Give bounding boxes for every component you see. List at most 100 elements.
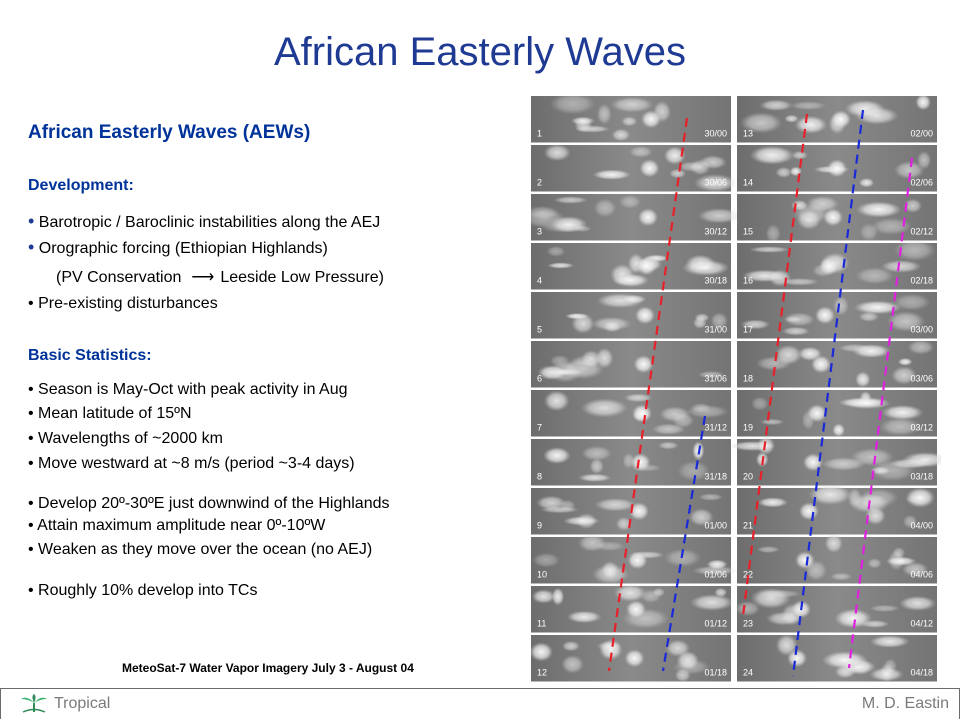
slide-subtitle: African Easterly Waves (AEWs) xyxy=(28,122,311,143)
cloud-blob xyxy=(853,300,902,315)
cloud-blob xyxy=(774,344,803,365)
cloud-blob xyxy=(543,390,570,412)
cloud-blob xyxy=(594,541,625,552)
pre-existing-text: Pre-existing disturbances xyxy=(38,295,218,312)
cloud-blob xyxy=(784,316,802,323)
cloud-blob xyxy=(689,594,734,611)
cloud-blob xyxy=(531,642,553,662)
list-item: • Orographic forcing (Ethiopian Highland… xyxy=(28,237,328,258)
cloud-blob xyxy=(883,658,897,675)
cloud-blob xyxy=(693,173,737,192)
convective-cloud xyxy=(823,208,843,227)
cloud-blob xyxy=(855,106,899,125)
convective-cloud xyxy=(629,502,649,521)
cloud-blob xyxy=(915,96,931,111)
wave-trough-line xyxy=(661,415,707,672)
panel-number: 11 xyxy=(537,619,546,629)
panel-time: 01/12 xyxy=(704,619,727,629)
cloud-blob xyxy=(860,620,890,628)
convective-cloud xyxy=(627,551,648,570)
bullet: • xyxy=(28,237,35,257)
cloud-blob xyxy=(596,103,612,125)
cloud-blob xyxy=(855,201,902,218)
cloud-blob xyxy=(651,423,686,435)
cloud-blob xyxy=(843,397,891,410)
statistics-item: • Develop 20º-30ºE just downwind of the … xyxy=(28,495,390,512)
cloud-blob xyxy=(869,635,910,648)
cloud-blob xyxy=(870,466,891,475)
cloud-blob xyxy=(618,194,641,209)
cloud-blob xyxy=(893,293,931,311)
cloud-blob xyxy=(749,246,790,253)
slide-title: African Easterly Waves xyxy=(274,30,686,74)
statistics-item: • Weaken as they move over the ocean (no… xyxy=(28,541,373,558)
cloud-blob xyxy=(870,459,916,482)
cloud-blob xyxy=(881,404,924,421)
footer-right-text: M. D. Eastin xyxy=(861,695,949,712)
cloud-blob xyxy=(628,145,653,158)
cloud-blob xyxy=(678,161,706,172)
convective-cloud xyxy=(831,110,851,129)
cloud-blob xyxy=(688,508,714,527)
cloud-blob xyxy=(548,361,582,383)
panel-number: 1 xyxy=(537,129,542,139)
cloud-blob xyxy=(757,497,789,508)
convective-cloud xyxy=(630,453,651,472)
cloud-blob xyxy=(561,640,580,652)
convective-cloud xyxy=(635,306,655,325)
cloud-blob xyxy=(789,101,827,111)
bullet: • xyxy=(28,211,35,231)
panel-number: 14 xyxy=(743,178,753,188)
panel-time: 03/18 xyxy=(910,472,933,482)
cloud-blob xyxy=(775,166,792,178)
convective-cloud xyxy=(819,257,839,276)
imagery-panel: 18 03/06 xyxy=(737,339,937,388)
cloud-blob xyxy=(578,473,612,482)
cloud-blob xyxy=(766,611,802,626)
cloud-blob xyxy=(657,441,679,450)
statistics-item: • Season is May-Oct with peak activity i… xyxy=(28,381,348,398)
cloud-blob xyxy=(677,460,710,482)
imagery-panel: 12 01/18 xyxy=(531,635,731,682)
cloud-blob xyxy=(699,155,727,170)
cloud-blob xyxy=(865,506,886,525)
panel-number: 6 xyxy=(537,374,542,384)
pv-right-text: Leeside Low Pressure) xyxy=(220,269,384,286)
panel-time: 01/00 xyxy=(704,521,727,531)
cloud-blob xyxy=(832,423,845,437)
cloud-blob xyxy=(566,610,602,624)
panel-number: 7 xyxy=(537,423,542,433)
cloud-blob xyxy=(531,208,566,229)
imagery-panel: 3 30/12 xyxy=(531,194,742,241)
imagery-panel: 19 03/12 xyxy=(737,390,937,437)
cloud-blob xyxy=(563,516,600,526)
cloud-blob xyxy=(859,223,879,242)
imagery-panel: 2 30/06 xyxy=(531,144,737,192)
imagery-panel: 23 04/12 xyxy=(734,586,937,633)
cloud-blob xyxy=(858,311,879,322)
cloud-blob xyxy=(791,150,808,160)
cloud-blob xyxy=(742,269,788,283)
cloud-blob xyxy=(570,116,595,126)
cloud-blob xyxy=(869,604,900,612)
cloud-blob xyxy=(543,144,571,162)
cloud-blob xyxy=(750,587,791,609)
panel-time: 31/12 xyxy=(704,423,727,433)
imagery-caption: MeteoSat-7 Water Vapor Imagery July 3 - … xyxy=(122,661,414,675)
imagery-panel: 1 30/00 xyxy=(531,96,731,143)
water-vapor-imagery: 1 30/00 2 30/06 3 30/12 4 30/18 5 31/00 6 31/06 7 31/… xyxy=(531,96,941,688)
panel-time: 04/00 xyxy=(910,521,933,531)
cloud-blob xyxy=(697,208,742,224)
cloud-blob xyxy=(879,417,921,436)
cloud-blob xyxy=(901,562,929,577)
cloud-blob xyxy=(697,371,725,379)
cloud-blob xyxy=(791,200,809,211)
cloud-blob xyxy=(692,565,738,576)
panel-time: 01/18 xyxy=(704,668,727,678)
cloud-blob xyxy=(531,589,556,604)
cloud-blob xyxy=(551,587,565,606)
cloud-blob xyxy=(612,273,649,287)
pv-conservation-line: (PV Conservation ⟶ Leeside Low Pressure) xyxy=(56,267,384,287)
cloud-blob xyxy=(891,366,917,385)
panel-time: 31/18 xyxy=(704,472,727,482)
